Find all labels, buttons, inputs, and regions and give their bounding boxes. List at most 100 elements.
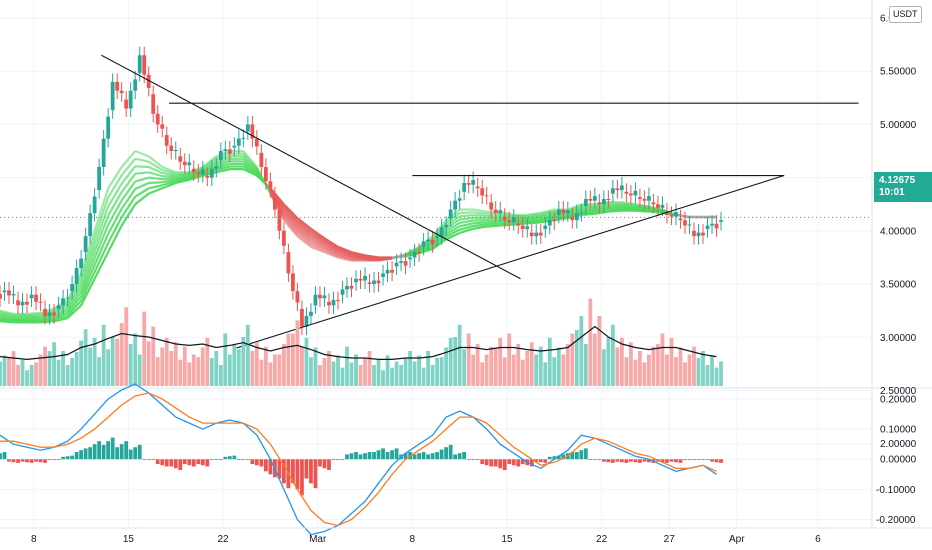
volume-bar — [502, 357, 507, 386]
ema-ribbon-segment — [216, 165, 231, 172]
ema-ribbon-segment — [473, 225, 487, 230]
candle-body — [137, 55, 142, 73]
macd-tick-label: 0.10000 — [880, 425, 917, 436]
macd-histogram-bar — [588, 459, 593, 461]
ema-ribbon-segment — [527, 218, 541, 223]
candle-body — [412, 252, 417, 258]
macd-histogram-bar — [552, 456, 557, 460]
macd-histogram-bar — [493, 459, 498, 467]
trendlines[interactable] — [0, 54, 872, 349]
volume-bar — [683, 362, 687, 386]
ema-ribbon-segment — [120, 180, 137, 202]
candle-body — [227, 149, 232, 154]
ema-ribbon-segment — [473, 208, 487, 213]
ema-ribbon-segment — [337, 253, 352, 260]
candle-body — [403, 261, 408, 266]
volume-bar — [349, 362, 354, 386]
volume-bar — [191, 354, 196, 386]
price-tick-label: 2.00000 — [880, 439, 917, 450]
ema-ribbon-segment — [134, 150, 150, 158]
ema-ribbon-segment — [500, 223, 514, 227]
candle-body — [674, 212, 678, 217]
candle-body — [610, 188, 615, 194]
macd-histogram-bar — [475, 459, 480, 461]
volume-bar — [629, 342, 633, 386]
candle-body — [11, 294, 16, 296]
ema-ribbon-segment — [0, 312, 14, 318]
macd-histogram-bar — [480, 459, 485, 465]
ema-ribbon-segment — [337, 254, 352, 261]
ema-ribbon-segment — [80, 244, 96, 283]
ema-ribbon-segment — [513, 222, 528, 226]
volume-pane — [0, 298, 723, 386]
macd-histogram-bar — [683, 459, 687, 461]
ema-ribbon-segment — [107, 208, 123, 235]
macd-histogram-bar — [11, 459, 16, 463]
volume-bar — [408, 351, 412, 386]
time-tick-label: 6 — [815, 534, 821, 545]
volume-bar — [88, 347, 93, 386]
macd-histogram-bar — [79, 450, 84, 460]
ema-ribbon-segment — [445, 218, 461, 230]
macd-histogram-bar — [200, 459, 205, 466]
macd-histogram-bar — [209, 459, 214, 461]
candle-body — [349, 285, 354, 289]
volume-bar — [218, 365, 223, 386]
macd-histogram-bar — [439, 449, 444, 460]
volume-bar — [7, 358, 11, 386]
volume-bar — [372, 365, 376, 386]
ema-ribbon-segment — [0, 311, 14, 317]
ema-ribbon-segment — [445, 228, 461, 238]
volume-bar — [2, 355, 7, 386]
volume-bar — [358, 365, 363, 386]
volume-bar — [43, 346, 47, 386]
price-tick-label: 3.50000 — [880, 280, 917, 291]
volume-bar — [124, 307, 129, 386]
candle-body — [570, 216, 575, 221]
candle-body — [191, 168, 196, 173]
ema-ribbon-segment — [554, 213, 568, 217]
candle-body — [363, 275, 367, 281]
candle-body — [462, 182, 467, 192]
volume-bar — [489, 346, 494, 386]
currency-badge[interactable]: USDT — [889, 6, 922, 23]
ema-ribbon-segment — [567, 213, 582, 220]
ema-ribbon-segment — [337, 245, 352, 254]
ema-ribbon-segment — [324, 251, 339, 259]
ema-ribbon-segment — [242, 160, 258, 173]
ema-ribbon-segment — [527, 214, 541, 219]
candle-body — [304, 316, 309, 327]
volume-bar — [660, 333, 665, 386]
time-tick-label: 22 — [218, 534, 230, 545]
volume-bar — [155, 357, 160, 386]
macd-histogram-bar — [191, 459, 196, 467]
ema-ribbon-segment — [53, 317, 68, 323]
volume-bar — [412, 361, 417, 386]
candle-body — [74, 268, 79, 285]
ema-ribbon-segment — [540, 208, 555, 214]
ema-ribbon-segment — [296, 217, 312, 230]
macd-histogram-bar — [29, 459, 34, 463]
volume-bar — [245, 324, 250, 386]
macd-histogram-bar — [390, 450, 394, 460]
volume-bar — [647, 354, 651, 386]
ema-ribbon-segment — [405, 252, 420, 258]
ema-ribbon-segment — [107, 174, 123, 198]
macd-histogram-bar — [110, 437, 115, 460]
time-tick-label: 27 — [664, 534, 676, 545]
ema-ribbon-segment — [445, 212, 461, 224]
ema-ribbon-segment — [459, 219, 474, 225]
candle-body — [475, 186, 480, 189]
macd-histogram-bar — [124, 441, 129, 460]
volume-bar — [385, 355, 390, 386]
volume-bar — [556, 347, 561, 386]
time-tick-label: 8 — [31, 534, 37, 545]
macd-histogram-bar — [160, 459, 165, 466]
volume-bar — [457, 324, 462, 386]
ema-ribbon-segment — [202, 168, 217, 176]
candle-body — [0, 294, 2, 299]
ema-ribbon-segment — [53, 311, 68, 319]
volume-bar — [579, 316, 584, 386]
macd-histogram-bar — [701, 459, 705, 461]
